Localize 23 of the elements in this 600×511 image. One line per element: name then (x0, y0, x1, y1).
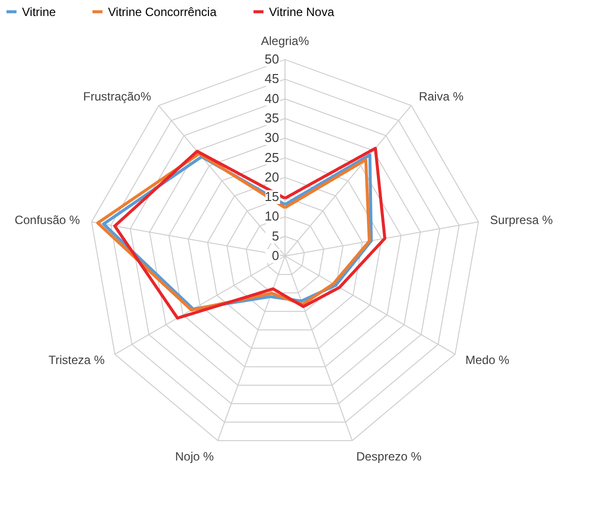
legend-label: Vitrine Concorrência (108, 4, 217, 19)
spoke-label: Raiva % (418, 90, 464, 104)
y-tick-label: 50 (264, 52, 280, 67)
y-tick-label: 35 (264, 110, 280, 126)
y-tick-label: 5 (272, 228, 280, 244)
y-tick-label: 15 (264, 189, 280, 204)
spoke-label: Desprezo % (356, 450, 422, 464)
y-tick-label: 30 (264, 130, 280, 146)
spoke-label: Medo % (465, 353, 510, 368)
y-tick-label: 0 (272, 248, 280, 263)
y-tick-label: 20 (264, 169, 280, 184)
spoke-label: Alegria% (260, 34, 310, 48)
spoke-label: Surpresa % (490, 212, 554, 227)
y-tick-label: 25 (264, 150, 280, 165)
spoke-label: Nojo % (175, 450, 214, 464)
spoke-label: Confusão % (14, 212, 80, 227)
spoke-label: Tristeza % (48, 353, 106, 368)
spoke-label: Frustração% (83, 90, 152, 104)
y-tick-label: 10 (264, 208, 280, 224)
legend-label: Vitrine Nova (269, 4, 334, 19)
legend-label: Vitrine (22, 4, 56, 19)
y-tick-label: 45 (264, 71, 280, 86)
y-tick-label: 40 (264, 90, 280, 106)
